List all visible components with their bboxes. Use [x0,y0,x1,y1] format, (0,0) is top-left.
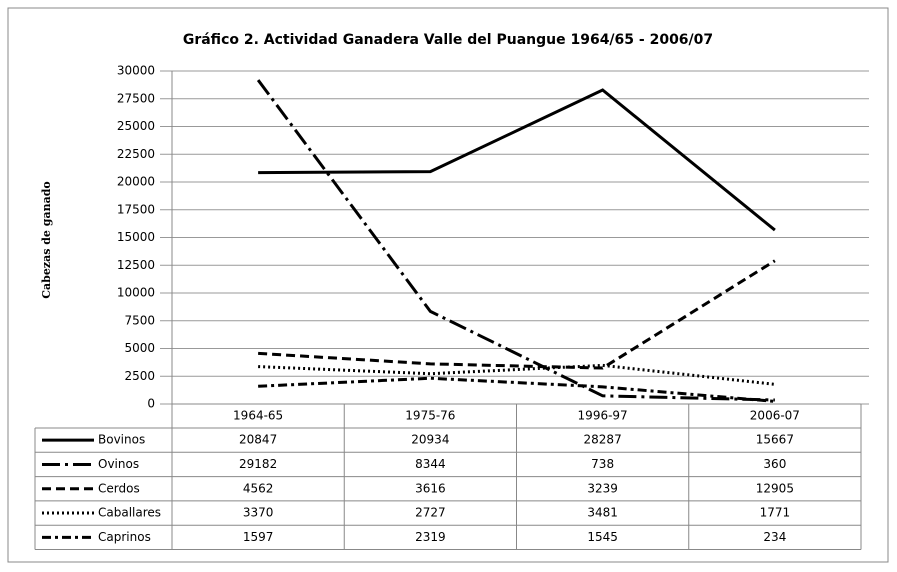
legend-label: Caprinos [98,530,151,544]
table-value: 3481 [587,506,618,520]
table-value: 20847 [239,433,277,447]
table-value: 234 [763,530,786,544]
legend-label: Bovinos [98,433,145,447]
y-tick-label: 0 [147,397,155,411]
table-value: 3616 [415,481,446,495]
y-tick-label: 7500 [124,313,155,327]
legend-label: Ovinos [98,457,139,471]
table-value: 3370 [243,506,274,520]
x-tick-label: 2006-07 [750,409,800,423]
series-line [258,363,776,386]
table-value: 2727 [415,506,446,520]
y-tick-label: 5000 [124,341,155,355]
table-value: 1545 [587,530,618,544]
legend-label: Caballares [98,506,161,520]
table-value: 29182 [239,457,277,471]
table-value: 1771 [760,506,791,520]
table-value: 360 [763,457,786,471]
y-tick-label: 22500 [117,147,155,161]
legend-label: Cerdos [98,481,140,495]
y-tick-label: 30000 [117,64,155,78]
y-tick-label: 10000 [117,286,155,300]
table-value: 12905 [756,481,794,495]
y-axis-label: Cabezas de ganado [40,181,53,298]
table-value: 28287 [584,433,622,447]
y-tick-label: 25000 [117,119,155,133]
y-tick-label: 12500 [117,258,155,272]
table-value: 8344 [415,457,446,471]
y-tick-label: 27500 [117,91,155,105]
x-tick-label: 1975-76 [405,409,455,423]
x-tick-label: 1996-97 [578,409,628,423]
table-value: 738 [591,457,614,471]
chart-frame [7,7,889,563]
y-tick-label: 2500 [124,369,155,383]
y-tick-label: 20000 [117,175,155,189]
chart-title: Gráfico 2. Actividad Ganadera Valle del … [183,32,713,48]
series-line [256,79,775,402]
x-tick-label: 1964-65 [233,409,283,423]
table-value: 4562 [243,481,274,495]
series-line [258,88,776,232]
series-line [258,376,776,403]
table-value: 20934 [411,433,449,447]
y-tick-label: 17500 [117,202,155,216]
y-tick-label: 15000 [117,230,155,244]
table-value: 2319 [415,530,446,544]
table-value: 3239 [587,481,618,495]
series-line [258,259,776,370]
table-value: 15667 [756,433,794,447]
table-value: 1597 [243,530,274,544]
